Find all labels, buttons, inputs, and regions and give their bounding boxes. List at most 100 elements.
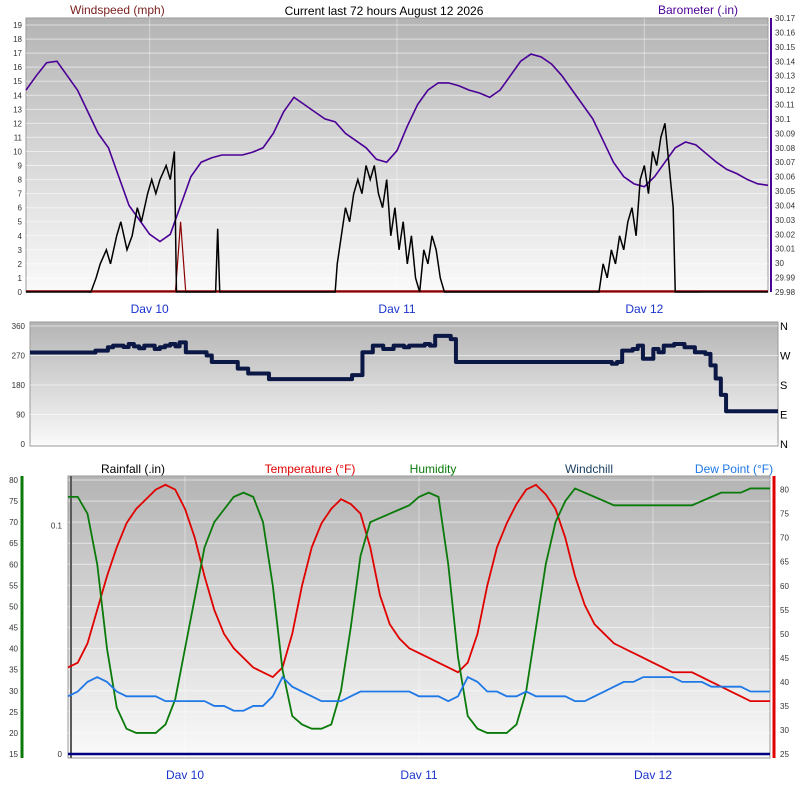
tick-label: 30 bbox=[775, 259, 784, 268]
tick-label: 50 bbox=[9, 602, 18, 611]
tick-label: 30.07 bbox=[775, 158, 796, 167]
tick-label: 29.98 bbox=[775, 288, 796, 297]
tick-label: 45 bbox=[780, 654, 789, 663]
grid-lines bbox=[30, 325, 778, 445]
tick-label: 0 bbox=[18, 288, 23, 297]
tick-label: 2 bbox=[18, 260, 23, 269]
windspeed-average-series bbox=[26, 123, 768, 293]
tick-label: 13 bbox=[13, 105, 22, 114]
left-axis: 0 90 180 270 360 bbox=[12, 322, 26, 449]
series-lines bbox=[67, 483, 770, 756]
tick-label: N bbox=[780, 439, 788, 451]
tick-label: Dav 12 bbox=[634, 768, 672, 782]
wind-direction-series bbox=[30, 333, 778, 414]
tick-label: Dav 11 bbox=[378, 302, 415, 316]
tick-label: 11 bbox=[14, 133, 23, 142]
tick-label: 180 bbox=[12, 381, 26, 390]
tick-label: 30.02 bbox=[775, 230, 796, 239]
tick-label: 18 bbox=[13, 35, 22, 44]
tick-label: 35 bbox=[780, 702, 789, 711]
tick-label: 270 bbox=[12, 352, 26, 361]
tick-label: 25 bbox=[9, 708, 18, 717]
tick-label: 1 bbox=[18, 274, 23, 283]
tick-label: 30.01 bbox=[775, 245, 796, 254]
x-axis: Dav 10 Dav 11 Dav 12 bbox=[166, 768, 672, 782]
tick-label: 75 bbox=[9, 497, 18, 506]
temperature-axis: 25 30 35 40 45 50 55 60 65 70 75 80 bbox=[780, 486, 789, 759]
humidity-line bbox=[68, 487, 770, 734]
plot-area bbox=[67, 475, 771, 759]
barometer-series bbox=[25, 53, 769, 243]
tick-label: 30.06 bbox=[775, 173, 796, 182]
tick-label: 30 bbox=[780, 726, 789, 735]
humidity-axis: 15 20 25 30 35 40 45 50 55 60 65 70 75 80 bbox=[9, 476, 18, 759]
tick-label: 65 bbox=[780, 558, 789, 567]
x-axis: Dav 10 Dav 11 Dav 12 bbox=[131, 302, 664, 316]
tick-label: 55 bbox=[780, 606, 789, 615]
tick-label: 15 bbox=[9, 750, 18, 759]
legend-entry: Humidity bbox=[410, 462, 457, 476]
tick-label: 30 bbox=[9, 687, 18, 696]
wind-direction-line bbox=[30, 333, 778, 414]
tick-label: 29.99 bbox=[775, 274, 796, 283]
tick-label: 65 bbox=[9, 539, 18, 548]
tick-label: N bbox=[780, 321, 788, 333]
legend-entry: Rainfall (.in) bbox=[101, 462, 165, 476]
windspeed-average-line bbox=[26, 123, 768, 293]
tick-label: 360 bbox=[12, 322, 26, 331]
rainfall-axis: 00.1 bbox=[51, 522, 63, 759]
tick-label: 30.14 bbox=[775, 57, 796, 66]
tick-label: Dav 10 bbox=[131, 302, 169, 316]
tick-label: 0 bbox=[58, 750, 63, 759]
left-axis-title: Windspeed (mph) bbox=[70, 3, 165, 17]
grid-lines bbox=[68, 476, 770, 758]
temperature-f-line bbox=[67, 483, 770, 703]
tick-label: 7 bbox=[18, 190, 23, 199]
chart-title: Current last 72 hours August 12 2026 bbox=[285, 4, 484, 18]
tick-label: 30.1 bbox=[775, 115, 791, 124]
tick-label: 17 bbox=[13, 49, 22, 58]
tick-label: Dav 12 bbox=[625, 302, 663, 316]
tick-label: 55 bbox=[9, 581, 18, 590]
tick-label: Dav 11 bbox=[400, 768, 437, 782]
tick-label: 30.04 bbox=[775, 201, 796, 210]
tick-label: 16 bbox=[13, 63, 22, 72]
dew-point-f-line bbox=[67, 675, 770, 712]
tick-label: 70 bbox=[780, 534, 789, 543]
legend: Rainfall (.in) Temperature (°F) Humidity Wi… bbox=[101, 462, 773, 476]
right-axis: N E S W N bbox=[780, 321, 791, 451]
legend-entry: Dew Point (°F) bbox=[695, 462, 773, 476]
legend-entry: Temperature (°F) bbox=[265, 462, 356, 476]
tick-label: 8 bbox=[18, 176, 23, 185]
plot-area bbox=[25, 17, 769, 293]
tick-label: 30.12 bbox=[775, 86, 796, 95]
tick-label: 75 bbox=[780, 510, 789, 519]
tick-label: W bbox=[780, 351, 791, 363]
tick-label: 12 bbox=[13, 119, 22, 128]
tick-label: 80 bbox=[780, 486, 789, 495]
tick-label: 15 bbox=[13, 77, 22, 86]
tick-label: 4 bbox=[18, 232, 23, 241]
tick-label: 20 bbox=[9, 729, 18, 738]
tick-label: 60 bbox=[9, 560, 18, 569]
tick-label: 19 bbox=[13, 21, 22, 30]
right-axis-title: Barometer (.in) bbox=[658, 3, 738, 17]
legend-entry: Windchill bbox=[565, 462, 613, 476]
tick-label: 6 bbox=[18, 204, 23, 213]
tick-label: 35 bbox=[9, 666, 18, 675]
right-axis: 29.98 29.99 30 30.01 30.02 30.03 30.04 30.05 30.… bbox=[770, 14, 796, 297]
tick-label: 80 bbox=[9, 476, 18, 485]
barometer-line bbox=[25, 53, 769, 243]
tick-label: 0.1 bbox=[51, 522, 63, 531]
tick-label: 0 bbox=[21, 440, 26, 449]
tick-label: 70 bbox=[9, 518, 18, 527]
tick-label: 9 bbox=[18, 162, 23, 171]
tick-label: 30.17 bbox=[775, 14, 796, 23]
tick-label: S bbox=[780, 380, 787, 392]
tick-label: 3 bbox=[18, 246, 23, 255]
tick-label: 90 bbox=[16, 411, 25, 420]
